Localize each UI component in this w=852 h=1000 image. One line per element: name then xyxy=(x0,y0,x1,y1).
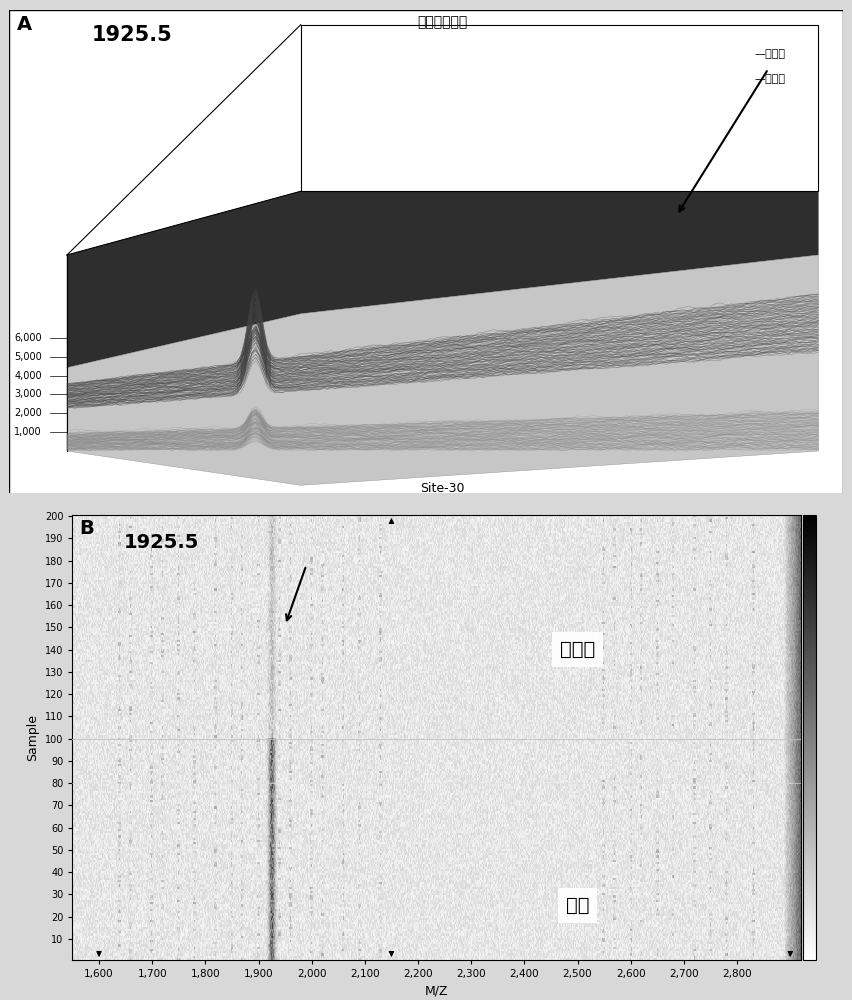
X-axis label: M/Z: M/Z xyxy=(425,985,448,998)
Text: —健康组: —健康组 xyxy=(754,49,785,59)
Text: 1925.5: 1925.5 xyxy=(92,25,173,45)
Y-axis label: Sample: Sample xyxy=(26,714,39,761)
Text: 位点－峰値图: 位点－峰値图 xyxy=(417,15,468,29)
Text: 4,000: 4,000 xyxy=(14,371,42,381)
Text: 2,000: 2,000 xyxy=(14,408,42,418)
Text: 3,000: 3,000 xyxy=(14,389,42,399)
Text: 1925.5: 1925.5 xyxy=(124,533,199,552)
Text: 1,000: 1,000 xyxy=(14,427,42,437)
Text: Site-30: Site-30 xyxy=(420,482,465,495)
Text: B: B xyxy=(80,519,95,538)
Text: 正常: 正常 xyxy=(566,896,590,915)
Polygon shape xyxy=(67,191,819,368)
Polygon shape xyxy=(67,255,819,485)
Text: 6,000: 6,000 xyxy=(14,333,42,343)
Bar xyxy=(301,25,819,191)
Text: A: A xyxy=(17,15,32,34)
Text: —肿瘤组: —肿瘤组 xyxy=(754,74,785,84)
Text: 5,000: 5,000 xyxy=(14,352,42,362)
Text: 食管癌: 食管癌 xyxy=(560,640,596,659)
FancyBboxPatch shape xyxy=(9,10,843,500)
